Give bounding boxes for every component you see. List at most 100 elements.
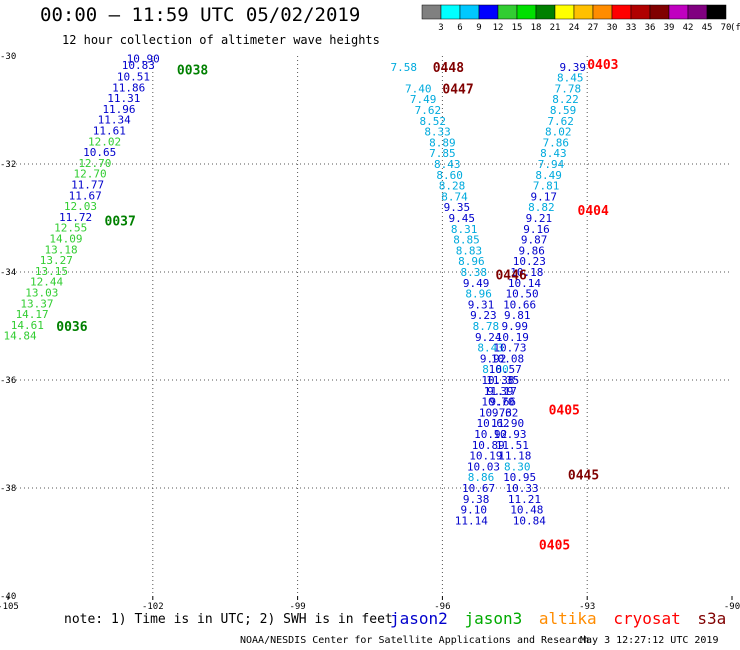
legend-jason3: jason3 [464,609,523,628]
color-scale-tick-label: 6 [457,23,462,33]
wave-height-value: 10.90 [127,53,160,66]
wave-height-value: 14.61 [11,319,44,332]
wave-height-value: 11.77 [71,179,104,192]
wave-height-value: 8.86 [468,471,495,484]
wave-height-value: 12.70 [73,168,106,181]
y-tick-label: -38 [0,484,16,494]
wave-height-value: 8.83 [456,244,483,257]
y-tick-label: -36 [0,376,16,386]
wave-height-value: 11.31 [107,92,140,105]
wave-height-value: 9.62 [492,406,519,419]
wave-height-value: 10.92 [474,428,507,441]
wave-height-value: 10.19 [469,450,502,463]
wave-height-value: 10.23 [513,255,546,268]
wave-height-value: 9.10 [461,504,488,517]
wave-height-value: 9.49 [463,277,490,290]
wave-height-value: 11.61 [93,125,126,138]
wave-height-value: 10.73 [493,342,526,355]
color-scale-tick-label: 30 [607,23,618,33]
wave-height-value: 10.95 [503,471,536,484]
wave-height-value: 10.57 [489,363,522,376]
wave-height-value: 9.38 [463,493,490,506]
color-scale-tick-label: 12 [493,23,504,33]
wave-height-value: 7.85 [429,147,456,160]
pass-time-label: 0448 [433,61,464,76]
wave-height-value: 9.92 [480,352,507,365]
pass-time-label: 0445 [568,469,599,484]
wave-height-value: 9.21 [526,212,553,225]
wave-height-value: 13.03 [25,287,58,300]
wave-height-value: 8.60 [436,169,463,182]
wave-height-value: 11.18 [498,450,531,463]
color-scale-tick-label: 27 [588,23,599,33]
wave-height-value: 14.17 [16,308,49,321]
wave-height-value: 10.51 [117,71,150,84]
wave-height-value: 10.50 [505,288,538,301]
wave-height-value: 11.86 [112,81,145,94]
wave-height-value: 7.94 [538,158,565,171]
wave-height-value: 10.89 [472,439,505,452]
wave-height-value: 10.19 [496,331,529,344]
pass-time-label: 0404 [578,204,609,219]
wave-height-value: 9.39 [559,61,586,74]
wave-height-value: 9.17 [531,190,558,203]
wave-height-value: 10.73 [479,406,512,419]
wave-height-value: 13.27 [40,254,73,267]
color-scale-tick-label: 18 [531,23,542,33]
pass-time-label: 0405 [539,539,570,554]
color-scale-tick-label: 42 [683,23,694,33]
wave-height-value: 12.70 [78,157,111,170]
wave-height-value: 8.96 [458,255,485,268]
wave-height-value: 10.67 [462,482,495,495]
wave-height-value: 9.31 [468,298,495,311]
pass-time-label: 0403 [587,58,618,73]
legend-cryosat: cryosat [613,609,681,628]
wave-height-value: 7.58 [391,61,418,74]
wave-height-value: 8.28 [439,180,466,193]
wave-height-value: 14.09 [49,233,82,246]
color-scale-tick-label: 39 [664,23,675,33]
wave-height-value: 9.45 [448,212,475,225]
wave-height-value: 12.03 [64,200,97,213]
wave-height-value: 7.78 [555,82,582,95]
wave-height-value: 8.33 [424,126,451,139]
wave-height-value: 9.66 [489,396,516,409]
wave-height-value: 10.18 [510,266,543,279]
pass-time-label: 0038 [177,64,208,79]
y-tick-label: -32 [0,160,16,170]
wave-height-value: 8.30 [504,460,531,473]
color-scale-tick-label: 33 [626,23,637,33]
chart-title: 00:00 – 11:59 UTC 05/02/2019 [40,4,361,26]
wave-height-value: 7.86 [543,136,570,149]
wave-height-value: 11.21 [508,493,541,506]
legend-altika: altika [538,609,597,628]
y-tick-label: -34 [0,268,16,278]
y-tick-label: -30 [0,52,16,62]
color-scale-swatch [706,4,727,20]
wave-height-value: 10.65 [83,146,116,159]
legend-jason2: jason2 [390,609,448,628]
pass-time-label: 0447 [442,82,473,97]
wave-height-value: 8.52 [419,115,446,128]
satellite-legend: jason2 jason3 altika cryosat s3a [390,609,733,628]
x-tick-label: -102 [142,602,164,612]
wave-height-value: 10.62 [477,417,510,430]
wave-height-value: 8.89 [429,136,456,149]
wave-height-value: 8.85 [453,234,480,247]
wave-height-value: 11.96 [102,103,135,116]
pass-time-label: 0446 [495,269,526,284]
color-scale-unit: (ft) [730,23,740,33]
wave-height-value: 11.90 [491,417,524,430]
wave-height-value: 12.02 [88,135,121,148]
wave-height-value: 10.08 [491,352,524,365]
wave-height-value: 9.23 [470,309,497,322]
x-tick-label: -96 [434,602,450,612]
wave-height-value: 12.55 [54,222,87,235]
wave-height-value: 9.87 [521,234,548,247]
chart-subtitle: 12 hour collection of altimeter wave hei… [62,33,380,47]
x-tick-label: -93 [579,602,595,612]
wave-height-value: 8.49 [535,169,562,182]
wave-height-value: 8.59 [550,104,577,117]
